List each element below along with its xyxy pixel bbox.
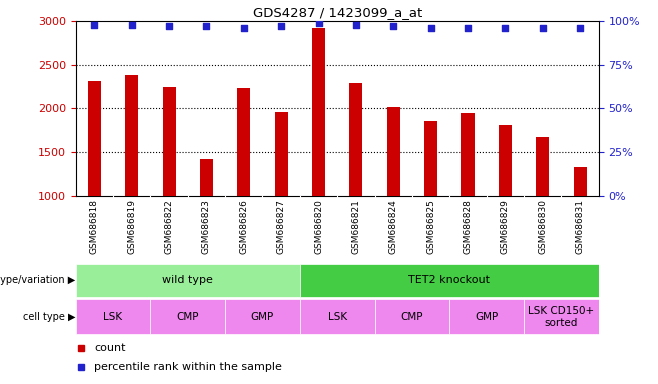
Point: [276, 23, 286, 30]
Point: [500, 25, 511, 31]
Text: TET2 knockout: TET2 knockout: [409, 275, 490, 285]
Point: [463, 25, 473, 31]
Text: count: count: [94, 343, 126, 353]
Text: LSK: LSK: [328, 312, 347, 322]
Point: [425, 25, 436, 31]
Text: GSM686828: GSM686828: [463, 199, 472, 254]
Text: GMP: GMP: [251, 312, 274, 322]
Bar: [461, 113, 474, 196]
Point: [164, 23, 174, 30]
Bar: [300, 264, 599, 297]
Bar: [449, 299, 524, 334]
Bar: [424, 121, 437, 196]
Text: GSM686825: GSM686825: [426, 199, 435, 254]
Bar: [76, 299, 151, 334]
Bar: [88, 81, 101, 196]
Text: GSM686831: GSM686831: [576, 199, 584, 254]
Bar: [200, 159, 213, 196]
Bar: [536, 137, 549, 196]
Text: wild type: wild type: [163, 275, 213, 285]
Bar: [163, 87, 176, 196]
Bar: [274, 113, 288, 196]
Point: [313, 20, 324, 26]
Text: GSM686827: GSM686827: [276, 199, 286, 254]
Bar: [524, 299, 599, 334]
Text: CMP: CMP: [176, 312, 199, 322]
Bar: [499, 125, 512, 196]
Point: [538, 25, 548, 31]
Bar: [76, 264, 300, 297]
Text: cell type ▶: cell type ▶: [23, 312, 76, 322]
Bar: [312, 28, 325, 196]
Text: LSK: LSK: [103, 312, 122, 322]
Text: GSM686830: GSM686830: [538, 199, 547, 254]
Title: GDS4287 / 1423099_a_at: GDS4287 / 1423099_a_at: [253, 5, 422, 18]
Text: GSM686829: GSM686829: [501, 199, 510, 254]
Bar: [574, 167, 587, 196]
Bar: [151, 299, 225, 334]
Point: [351, 22, 361, 28]
Bar: [300, 299, 374, 334]
Text: LSK CD150+
sorted: LSK CD150+ sorted: [528, 306, 594, 328]
Text: CMP: CMP: [401, 312, 423, 322]
Text: GSM686820: GSM686820: [314, 199, 323, 254]
Text: GSM686826: GSM686826: [240, 199, 248, 254]
Text: GSM686824: GSM686824: [389, 199, 398, 254]
Bar: [125, 75, 138, 196]
Bar: [387, 107, 400, 196]
Text: GSM686821: GSM686821: [351, 199, 361, 254]
Point: [89, 22, 99, 28]
Text: GSM686819: GSM686819: [127, 199, 136, 254]
Text: GSM686823: GSM686823: [202, 199, 211, 254]
Text: GSM686822: GSM686822: [164, 199, 174, 254]
Text: percentile rank within the sample: percentile rank within the sample: [94, 362, 282, 372]
Point: [388, 23, 399, 30]
Text: genotype/variation ▶: genotype/variation ▶: [0, 275, 76, 285]
Point: [201, 23, 212, 30]
Point: [575, 25, 586, 31]
Bar: [374, 299, 449, 334]
Point: [239, 25, 249, 31]
Text: GSM686818: GSM686818: [90, 199, 99, 254]
Bar: [238, 88, 250, 196]
Text: GMP: GMP: [475, 312, 498, 322]
Bar: [349, 83, 363, 196]
Point: [126, 22, 137, 28]
Bar: [225, 299, 300, 334]
